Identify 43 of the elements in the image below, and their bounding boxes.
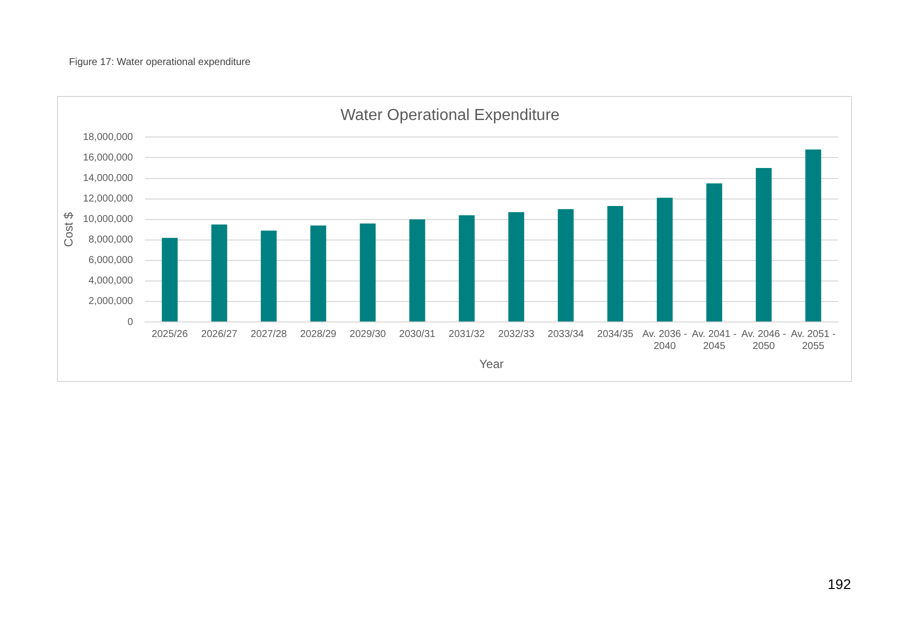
y-tick-label: 6,000,000 [88, 255, 134, 266]
x-tick-label: Av. 2041 - 2045 [692, 328, 737, 352]
y-tick-label: 8,000,000 [88, 234, 134, 246]
x-tick-label: 2031/32 [448, 328, 486, 340]
text: 192 [828, 576, 852, 592]
x-tick-label: 2033/34 [548, 328, 584, 340]
bar [656, 198, 673, 322]
y-tick-label: 10,000,000 [82, 214, 134, 226]
x-tick-label: 2028/29 [300, 328, 337, 340]
bar [607, 206, 624, 322]
x-tick-label: Av. 2051 - 2055 [790, 328, 836, 352]
bar [756, 168, 772, 322]
x-tick-label: 2027/28 [250, 328, 288, 340]
bar [458, 215, 475, 322]
x-tick-label: 2026/27 [201, 328, 238, 340]
x-tick-label: Av. 2046 - 2050 [741, 328, 786, 352]
x-tick-label: 2032/33 [498, 328, 535, 340]
x-tick-label: 2034/35 [597, 328, 634, 340]
bar [162, 238, 178, 322]
caption: Figure 17: Water operational expenditure [69, 56, 251, 68]
bar [508, 212, 524, 322]
bar [211, 224, 228, 322]
bar [409, 219, 426, 322]
chart-title: Water Operational Expenditure [340, 107, 560, 124]
y-tick-label: 4,000,000 [88, 276, 134, 287]
bar [260, 230, 277, 322]
y-tick-label: 18,000,000 [82, 132, 134, 143]
y-tick-label: 14,000,000 [82, 173, 134, 184]
x-tick-label: 2025/26 [152, 328, 188, 340]
y-axis-title: Cost $ [62, 212, 76, 247]
x-tick-label: 2030/31 [399, 328, 436, 340]
y-tick-label: 16,000,000 [82, 152, 134, 164]
x-tick-label: Av. 2036 - 2040 [642, 328, 688, 352]
bar [310, 225, 326, 322]
x-axis-title: Year [479, 357, 504, 372]
x-tick-label: 2029/30 [350, 328, 386, 340]
bar [706, 183, 722, 322]
bar [805, 150, 822, 322]
y-tick-label: 0 [127, 316, 134, 328]
bar [558, 209, 574, 322]
y-tick-label: 2,000,000 [88, 296, 134, 308]
y-tick-label: 12,000,000 [82, 194, 134, 205]
bar [360, 223, 376, 322]
